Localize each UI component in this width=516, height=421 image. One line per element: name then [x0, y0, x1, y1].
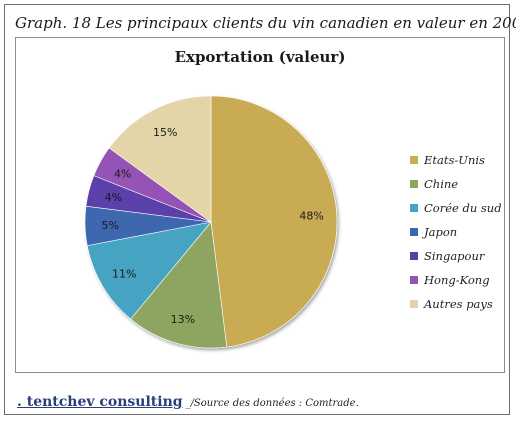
slice-label-chine: 13%: [171, 313, 195, 326]
legend-item-hong-kong: Hong-Kong: [410, 268, 502, 292]
legend-swatch: [410, 204, 418, 212]
slice-label-coree-du-sud: 11%: [112, 267, 136, 280]
pie-slice-etats-unis: [210, 95, 338, 348]
brand-name: . tentchev consulting: [17, 394, 183, 410]
pie-slice-coree-du-sud: [86, 221, 212, 320]
legend-swatch: [410, 276, 418, 284]
pie-slice-chine: [130, 221, 228, 349]
legend-item-singapour: Singapour: [410, 244, 502, 268]
slice-label-autres-pays: 15%: [153, 126, 177, 139]
source-note: _/Source des données : Comtrade.: [185, 398, 359, 409]
footer: . tentchev consulting _/Source des donnée…: [17, 391, 359, 410]
legend-label: Singapour: [424, 249, 485, 263]
legend-item-autres-pays: Autres pays: [410, 292, 502, 316]
legend-label: Chine: [424, 177, 459, 191]
figure-frame: Graph. 18 Les principaux clients du vin …: [4, 4, 516, 415]
legend-label: Japon: [424, 225, 458, 239]
chart-legend: Etats-Unis Chine Corée du sud Japon Singapou…: [410, 148, 502, 316]
legend-label: Etats-Unis: [424, 153, 485, 167]
slice-label-japon: 5%: [102, 219, 119, 232]
legend-item-chine: Chine: [410, 172, 502, 196]
legend-swatch: [410, 180, 418, 188]
pie-labels: 48% 13% 11% 5% 4% 4% 15%: [102, 126, 324, 326]
legend-item-etats-unis: Etats-Unis: [410, 148, 502, 172]
slice-label-singapour: 4%: [105, 191, 122, 204]
chart-area: Exportation (valeur) 48% 13% 11% 5% 4% 4% 15% …: [15, 37, 505, 373]
legend-swatch: [410, 228, 418, 236]
legend-label: Corée du sud: [424, 201, 502, 215]
chart-title: Exportation (valeur): [174, 48, 346, 66]
pie-chart: 48% 13% 11% 5% 4% 4% 15%: [84, 95, 338, 349]
pie-slices: [84, 95, 338, 349]
legend-label: Autres pays: [424, 297, 493, 311]
legend-item-coree-du-sud: Corée du sud: [410, 196, 502, 220]
legend-item-japon: Japon: [410, 220, 502, 244]
slice-label-hong-kong: 4%: [114, 167, 131, 180]
legend-swatch: [410, 156, 418, 164]
legend-label: Hong-Kong: [424, 273, 490, 287]
figure-caption: Graph. 18 Les principaux clients du vin …: [15, 14, 516, 32]
pie-slice-autres-pays: [108, 95, 212, 223]
legend-swatch: [410, 252, 418, 260]
legend-swatch: [410, 300, 418, 308]
slice-label-etats-unis: 48%: [299, 210, 323, 223]
